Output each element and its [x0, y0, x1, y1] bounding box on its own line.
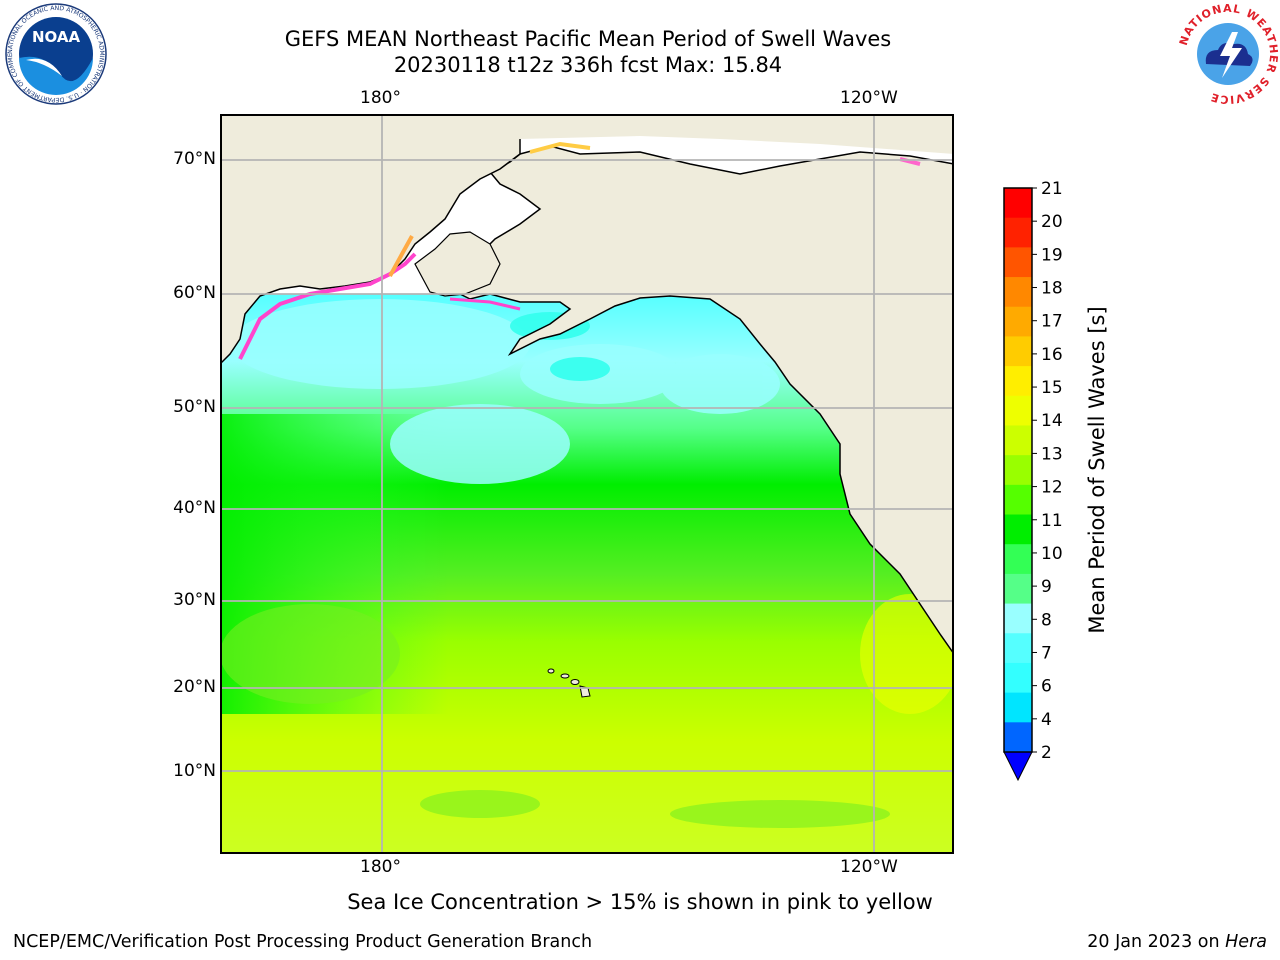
colorbar-tick-label: 2 — [1041, 743, 1052, 763]
map-border — [220, 114, 954, 854]
sea-ice-edge — [238, 252, 417, 360]
colorbar-tick-label: 13 — [1041, 444, 1063, 464]
colorbar-swatch — [1004, 366, 1032, 397]
colorbar-swatch — [1004, 455, 1032, 486]
graticule — [220, 114, 954, 854]
colorbar-swatch — [1004, 692, 1032, 723]
nws-logo: NATIONAL WEATHER SERVICE — [1177, 2, 1279, 106]
colorbar-swatch — [1004, 603, 1032, 634]
colorbar-tick-label: 18 — [1041, 279, 1063, 299]
sea-ice-caption: Sea Ice Concentration > 15% is shown in … — [347, 890, 933, 914]
colorbar-tick-label: 8 — [1041, 610, 1052, 630]
colorbar-tick-label: 15 — [1041, 378, 1063, 398]
colorbar-tick-label: 11 — [1041, 511, 1063, 531]
lat-label-10n: 10°N — [173, 761, 216, 781]
colorbar-swatch — [1004, 662, 1032, 694]
colorbar-swatch — [1004, 514, 1032, 545]
colorbar-label: Mean Period of Swell Waves [s] — [1085, 306, 1109, 633]
footer-producer: NCEP/EMC/Verification Post Processing Pr… — [13, 932, 593, 952]
colorbar-tick-label: 10 — [1041, 544, 1063, 564]
colorbar-swatch — [1004, 188, 1032, 219]
colorbar-swatch — [1004, 722, 1032, 753]
colorbar-swatch — [1004, 425, 1032, 456]
colorbar-tick-label: 17 — [1041, 312, 1063, 332]
chart-title: GEFS MEAN Northeast Pacific Mean Period … — [284, 27, 892, 51]
colorbar-swatch — [1004, 573, 1032, 605]
lon-label-top-180: 180° — [360, 88, 401, 108]
colorbar-tick-label: 6 — [1041, 677, 1052, 697]
lat-label-60n: 60°N — [173, 283, 216, 303]
lon-label-bottom-180: 180° — [360, 857, 401, 877]
footer-date: 20 Jan 2023 on Hera — [1087, 932, 1267, 952]
colorbar-swatch — [1004, 277, 1032, 308]
colorbar-swatch — [1004, 336, 1032, 367]
colorbar-swatch — [1004, 217, 1032, 248]
colorbar-swatch — [1004, 306, 1032, 337]
colorbar-swatch — [1004, 544, 1032, 575]
colorbar-tick-label: 20 — [1041, 212, 1063, 232]
cyan-patches — [230, 299, 780, 484]
colorbar-ticks: 21 20 19 18 17 16 15 14 13 12 11 10 9 8 7 6 4 2 — [1032, 180, 1063, 763]
colorbar-tick-label: 9 — [1041, 577, 1052, 597]
lat-label-20n: 20°N — [173, 677, 216, 697]
green-patches — [220, 604, 890, 828]
colorbar-tick-label: 4 — [1041, 710, 1052, 730]
footer-host: Hera — [1225, 932, 1267, 952]
colorbar-swatch — [1004, 247, 1032, 278]
colorbar-swatch — [1004, 395, 1032, 426]
colorbar-border — [1003, 187, 1033, 753]
colorbar-swatch — [1004, 633, 1032, 664]
lat-label-50n: 50°N — [173, 397, 216, 417]
chart-subtitle: 20230118 t12z 336h fcst Max: 15.84 — [393, 53, 783, 77]
lon-label-bottom-120w: 120°W — [840, 857, 898, 877]
lon-label-top-120w: 120°W — [840, 88, 898, 108]
lat-label-40n: 40°N — [173, 498, 216, 518]
noaa-logo-text: NOAA — [32, 28, 81, 46]
colorbar-extend-arrow — [1003, 751, 1033, 782]
colorbar-tick-label: 19 — [1041, 245, 1063, 265]
colorbar-tick-label: 16 — [1041, 345, 1063, 365]
noaa-logo: NATIONAL OCEANIC AND ATMOSPHERIC ADMINIS… — [4, 2, 107, 105]
footer-date-text: 20 Jan 2023 on — [1087, 932, 1226, 952]
colorbar-swatches — [1003, 187, 1033, 782]
colorbar: 21 20 19 18 17 16 15 14 13 12 11 10 9 8 7 6 4 2 Mean Peri… — [1003, 180, 1109, 782]
colorbar-swatch — [1004, 484, 1032, 516]
colorbar-tick-label: 12 — [1041, 478, 1063, 498]
lat-label-70n: 70°N — [173, 149, 216, 169]
map-panel — [220, 114, 954, 854]
colorbar-tick-label: 7 — [1041, 643, 1052, 663]
colorbar-tick-label: 21 — [1041, 180, 1063, 199]
lat-label-30n: 30°N — [173, 590, 216, 610]
colorbar-tick-label: 14 — [1041, 411, 1063, 431]
